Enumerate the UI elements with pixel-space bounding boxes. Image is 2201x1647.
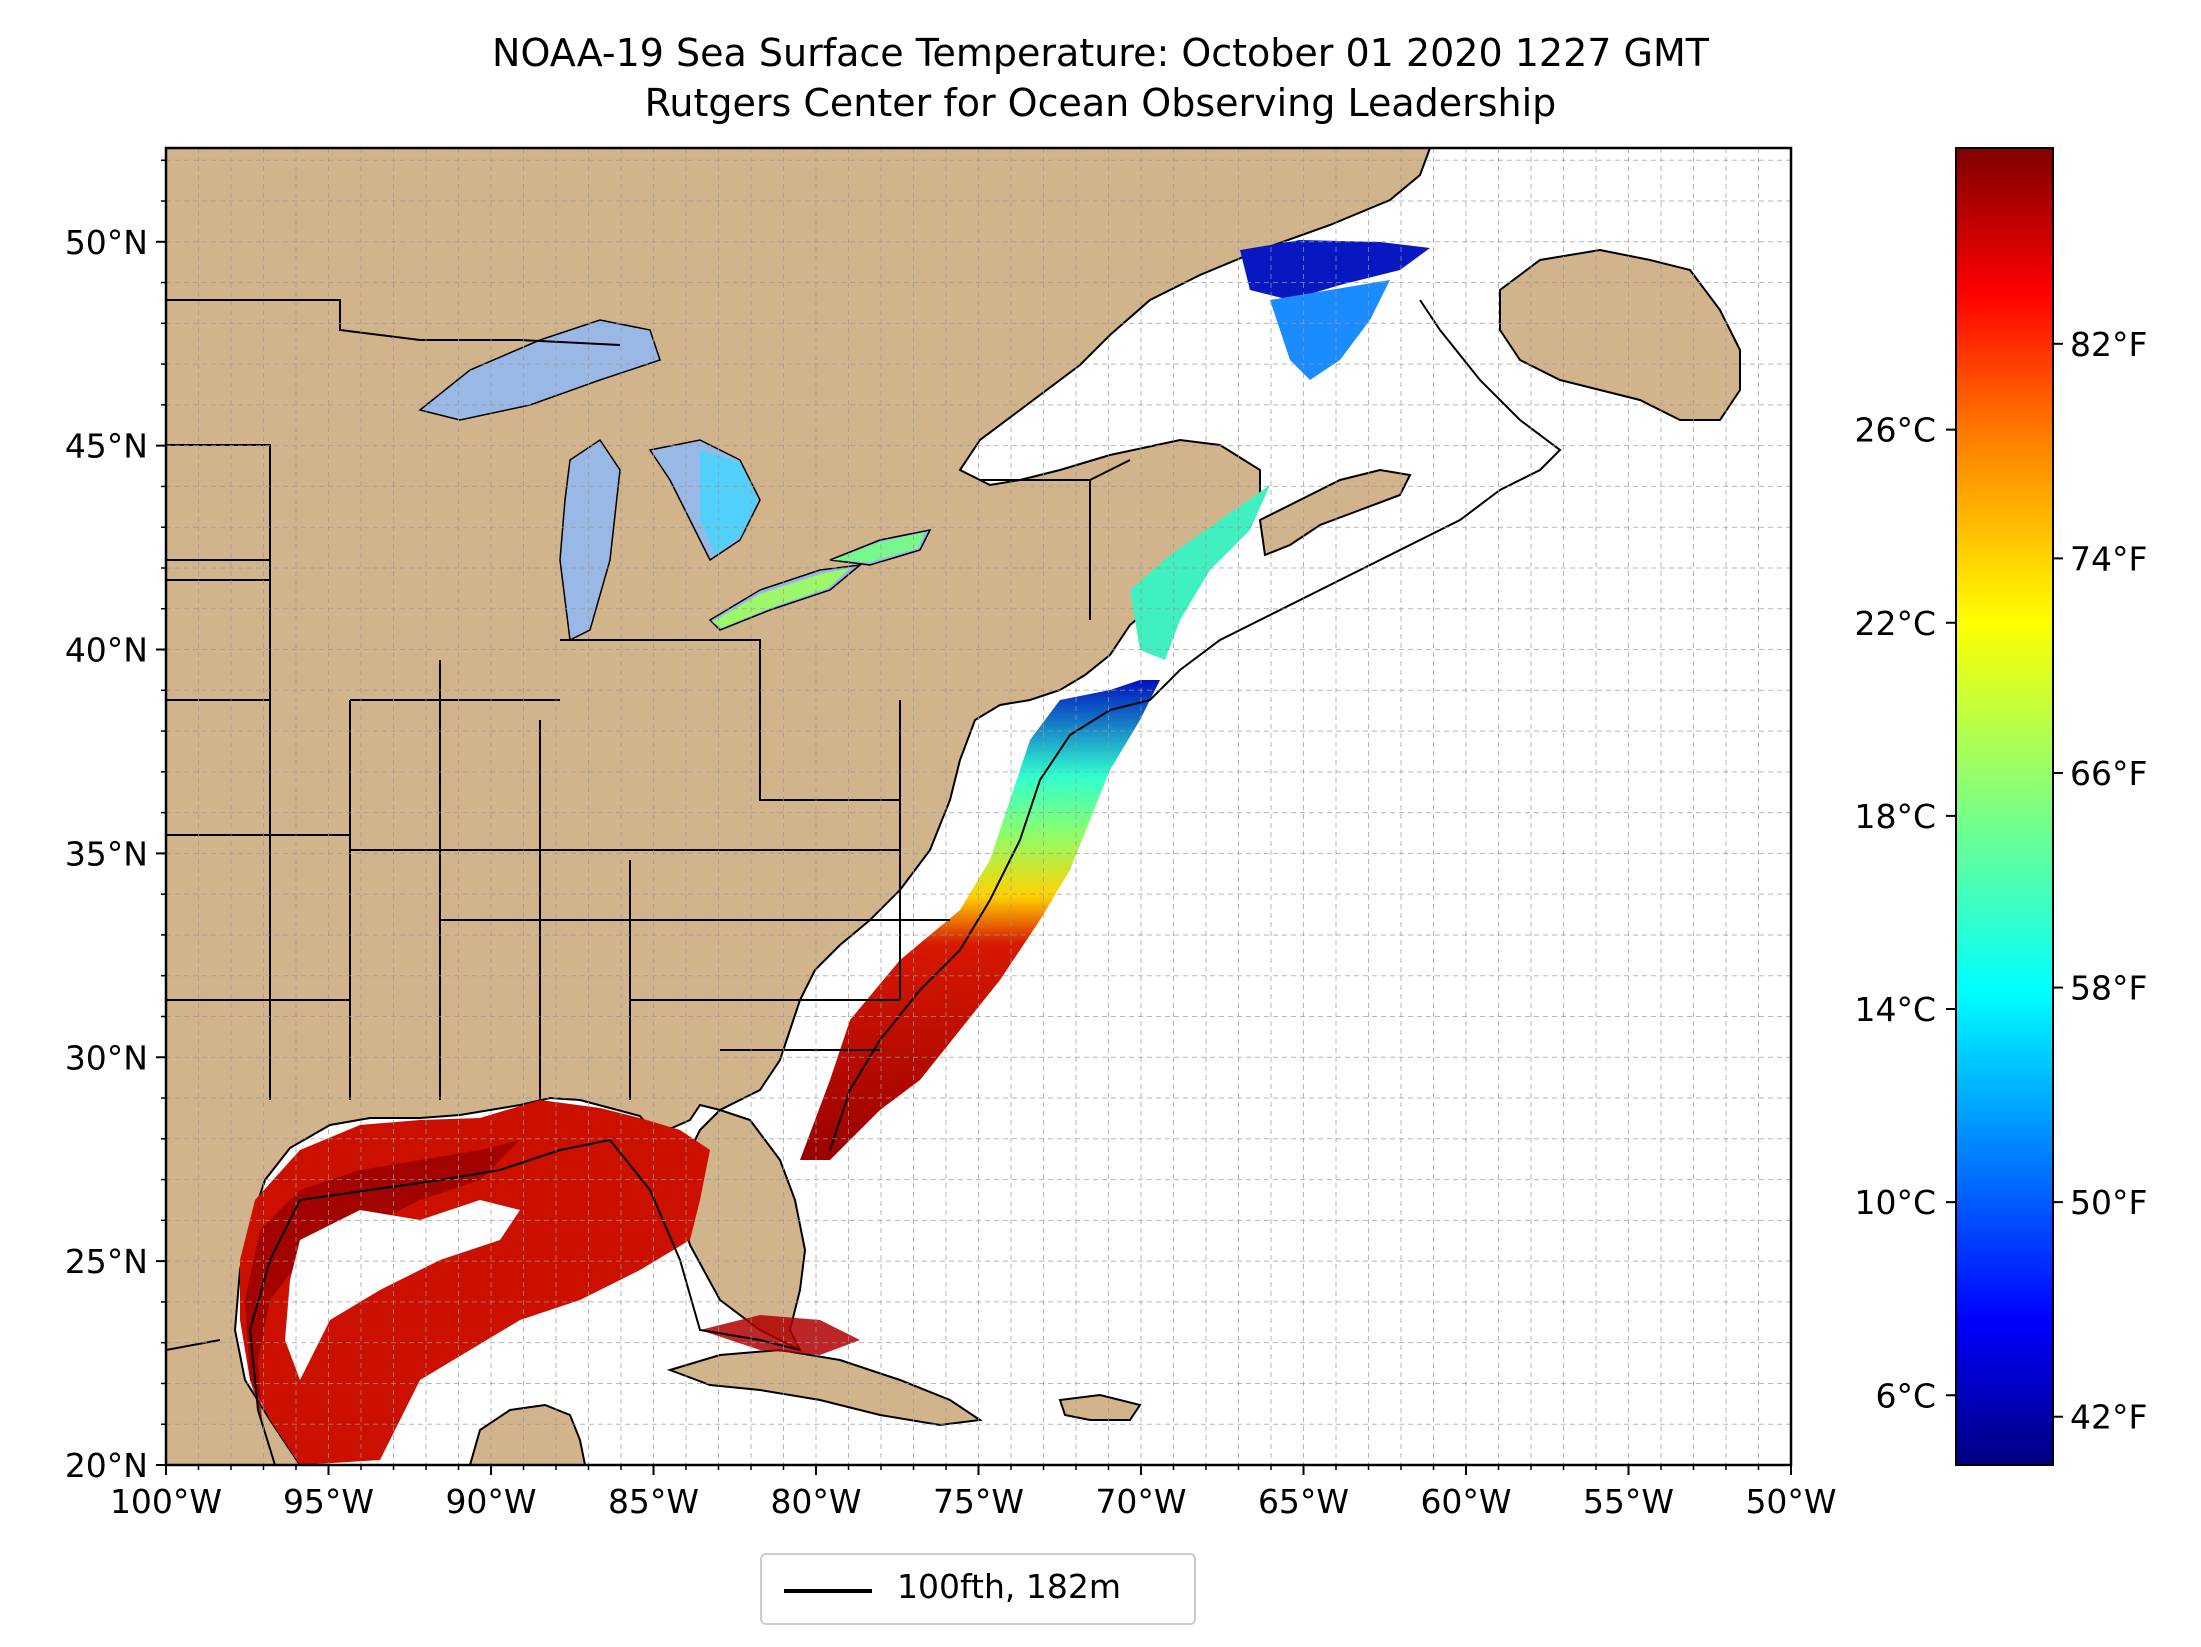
- colorbar-f-label: 58°F: [2070, 969, 2147, 1008]
- lon-tick-label: 75°W: [933, 1482, 1024, 1521]
- hispaniola-land: [1058, 1393, 1142, 1421]
- lat-tick-label: 40°N: [65, 631, 148, 670]
- lake-huron-sst: [700, 450, 758, 555]
- legend-line-swatch: [784, 1589, 872, 1593]
- gulf-warm-core: [245, 1140, 520, 1420]
- st-lawrence-sst: [1240, 240, 1430, 300]
- lon-tick-label: 65°W: [1258, 1482, 1349, 1521]
- colorbar-c-label: 14°C: [1854, 990, 1936, 1029]
- colorbar-f-label: 50°F: [2070, 1183, 2147, 1222]
- nova-scotia-land: [1258, 468, 1412, 557]
- lon-tick-label: 80°W: [770, 1482, 861, 1521]
- colorbar: [1955, 147, 2054, 1466]
- legend-label: 100fth, 182m: [897, 1567, 1121, 1606]
- isobath-100fth: [829, 299, 1562, 1151]
- state-borders: [166, 299, 1131, 1460]
- colorbar-c-label: 22°C: [1854, 604, 1936, 643]
- north-america-land: [166, 148, 1432, 1465]
- isobath-gulf: [248, 1138, 801, 1465]
- lon-tick-label: 60°W: [1420, 1482, 1511, 1521]
- lon-tick-label: 100°W: [110, 1482, 222, 1521]
- colorbar-f-label: 82°F: [2070, 325, 2147, 364]
- colorbar-c-label: 18°C: [1854, 797, 1936, 836]
- lon-tick-label: 50°W: [1745, 1482, 1836, 1521]
- newfoundland-land: [1499, 248, 1741, 421]
- lon-tick-label: 85°W: [608, 1482, 699, 1521]
- atlantic-coast-sst: [800, 680, 1160, 1160]
- lon-tick-label: 90°W: [445, 1482, 536, 1521]
- gulf-st-lawrence-sst: [1270, 280, 1390, 380]
- cloud-patch: [285, 1200, 520, 1380]
- gridlines: [166, 148, 1791, 1465]
- longitude-axis: 100°W 95°W 90°W 85°W 80°W 75°W 70°W 65°W 60°W 55°…: [110, 1465, 1837, 1521]
- lat-tick-label: 25°N: [65, 1242, 148, 1281]
- colorbar-f-label: 74°F: [2070, 539, 2147, 578]
- colorbar-f-label: 66°F: [2070, 754, 2147, 793]
- lat-tick-label: 30°N: [65, 1038, 148, 1077]
- colorbar-f-label: 42°F: [2070, 1398, 2147, 1437]
- colorbar-c-label: 10°C: [1854, 1183, 1936, 1222]
- lon-tick-label: 95°W: [283, 1482, 374, 1521]
- lat-tick-label: 35°N: [65, 834, 148, 873]
- latitude-axis: 20°N 25°N 30°N 35°N 40°N 45°N 50°N: [65, 159, 166, 1485]
- lat-tick-label: 20°N: [65, 1446, 148, 1485]
- lon-tick-label: 55°W: [1583, 1482, 1674, 1521]
- map-title: NOAA-19 Sea Surface Temperature: October…: [0, 28, 2201, 128]
- colorbar-celsius-ticks: 26°C 22°C 18°C 14°C 10°C 6°C: [1854, 411, 1956, 1415]
- lon-tick-label: 70°W: [1095, 1482, 1186, 1521]
- title-line-2: Rutgers Center for Ocean Observing Leade…: [644, 81, 1557, 125]
- lake-ontario-sst: [832, 532, 925, 562]
- lat-tick-label: 50°N: [65, 223, 148, 262]
- legend: 100fth, 182m: [760, 1553, 1196, 1625]
- gulf-of-maine-sst: [1130, 485, 1270, 660]
- lat-tick-label: 45°N: [65, 427, 148, 466]
- colorbar-c-label: 26°C: [1854, 411, 1936, 450]
- colorbar-c-label: 6°C: [1875, 1376, 1936, 1415]
- caribbean-sst: [700, 1315, 860, 1355]
- title-line-1: NOAA-19 Sea Surface Temperature: October…: [492, 31, 1709, 75]
- colorbar-fahrenheit-ticks: 82°F 74°F 66°F 58°F 50°F 42°F: [2053, 325, 2147, 1437]
